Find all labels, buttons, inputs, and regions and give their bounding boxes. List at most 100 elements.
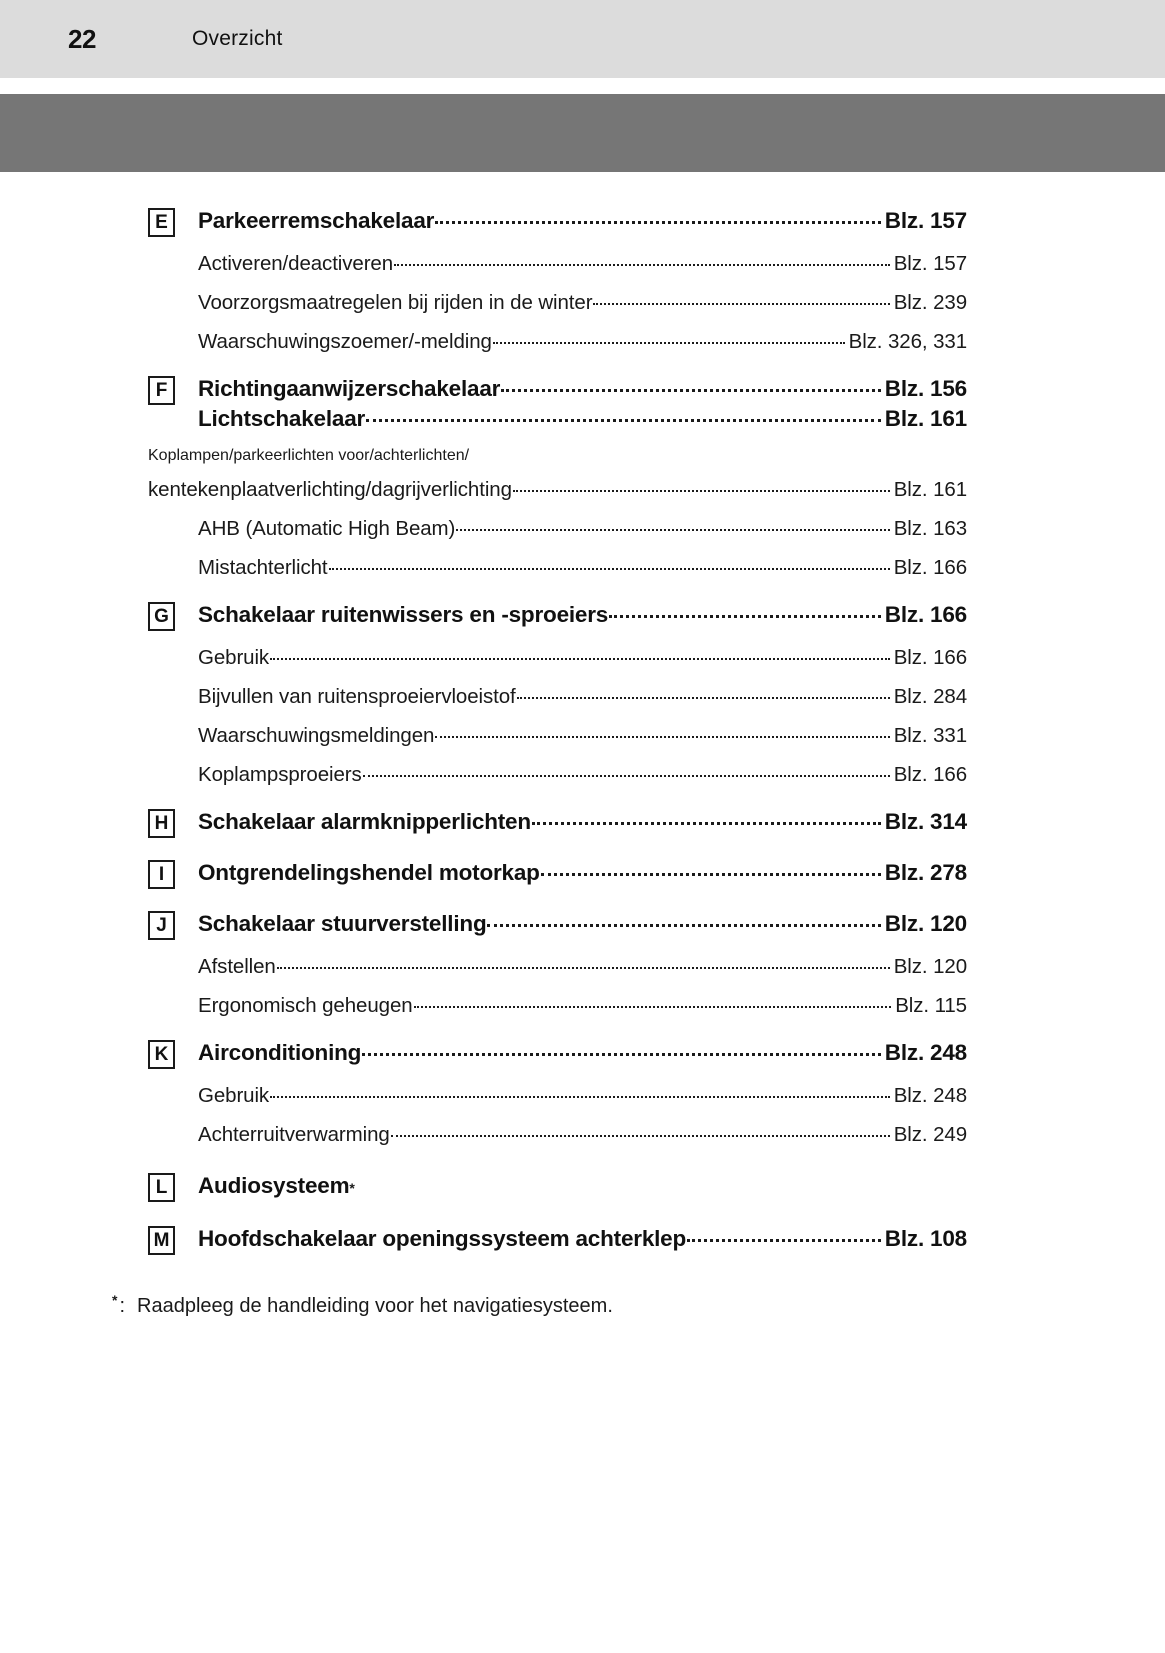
toc-page-ref: Blz. 115 bbox=[895, 994, 967, 1017]
toc-page-ref: Blz. 163 bbox=[893, 517, 967, 540]
toc-entry: Waarschuwingsmeldingen Blz. 331 bbox=[198, 724, 967, 748]
toc-entry: Hoofdschakelaar openingssysteem achterkl… bbox=[198, 1226, 967, 1252]
dot-leader bbox=[413, 1006, 892, 1008]
toc-entry: Koplampen/parkeerlichten voor/achterlich… bbox=[148, 447, 967, 502]
toc-entry: Ontgrendelingshendel motorkap Blz. 278 bbox=[198, 860, 967, 886]
toc-row-major[interactable]: H Schakelaar alarmknipperlichten Blz. 31… bbox=[0, 809, 1165, 838]
letter-marker-h: H bbox=[148, 809, 175, 838]
letter-marker-f: F bbox=[148, 376, 175, 405]
toc-entry: Schakelaar stuurverstelling Blz. 120 bbox=[198, 911, 967, 937]
toc-page-ref: Blz. 166 bbox=[893, 556, 967, 579]
toc-page-ref: Blz. 248 bbox=[884, 1040, 967, 1065]
marker-slot: J bbox=[148, 911, 198, 940]
marker-slot: L bbox=[148, 1173, 198, 1202]
section-accent-band bbox=[0, 94, 1165, 172]
toc-row-major[interactable]: G Schakelaar ruitenwissers en -sproeiers… bbox=[0, 602, 1165, 631]
dot-leader bbox=[531, 822, 881, 825]
dot-leader bbox=[366, 419, 881, 422]
toc-entry-label: Airconditioning bbox=[198, 1040, 362, 1065]
toc-row-sub[interactable]: Afstellen Blz. 120 bbox=[0, 955, 1165, 979]
toc-page-ref: Blz. 108 bbox=[884, 1226, 967, 1251]
toc-page-ref: Blz. 166 bbox=[884, 602, 967, 627]
toc-row-sub[interactable]: Bijvullen van ruitensproeiervloeistof Bl… bbox=[0, 685, 1165, 709]
toc-page-ref: Blz. 248 bbox=[893, 1084, 967, 1107]
toc-entry: Waarschuwingszoemer/-melding Blz. 326, 3… bbox=[198, 330, 967, 354]
page-number: 22 bbox=[68, 24, 96, 54]
marker-slot: E bbox=[148, 208, 198, 237]
toc-entry: Voorzorgsmaatregelen bij rijden in de wi… bbox=[198, 291, 967, 315]
toc-entry-label: Lichtschakelaar bbox=[198, 406, 366, 431]
toc-page-ref: Blz. 239 bbox=[893, 291, 967, 314]
dot-leader bbox=[270, 658, 890, 660]
toc-row-sub[interactable]: Ergonomisch geheugen Blz. 115 bbox=[0, 994, 1165, 1018]
table-of-contents: E Parkeerremschakelaar Blz. 157 Activere… bbox=[0, 186, 1165, 1255]
letter-marker-j: J bbox=[148, 911, 175, 940]
toc-row-sub[interactable]: Activeren/deactiveren Blz. 157 bbox=[0, 252, 1165, 276]
toc-row-sub[interactable]: Koplampsproeiers Blz. 166 bbox=[0, 763, 1165, 787]
toc-entry-label: AHB (Automatic High Beam) bbox=[198, 517, 456, 540]
toc-row-sub[interactable]: Achterruitverwarming Blz. 249 bbox=[0, 1123, 1165, 1147]
toc-row-sub[interactable]: Mistachterlicht Blz. 166 bbox=[0, 556, 1165, 580]
toc-entry: Koplampsproeiers Blz. 166 bbox=[198, 763, 967, 787]
toc-row-major[interactable]: M Hoofdschakelaar openingssysteem achter… bbox=[0, 1226, 1165, 1255]
dot-leader bbox=[390, 1135, 890, 1137]
toc-entry: Audiosysteem * bbox=[198, 1173, 355, 1198]
toc-entry-label: Schakelaar stuurverstelling bbox=[198, 911, 487, 936]
toc-entry: Gebruik Blz. 166 bbox=[198, 646, 967, 670]
toc-entry-label: kentekenplaatverlichting/dagrijverlichti… bbox=[148, 478, 512, 501]
toc-entry-label: Mistachterlicht bbox=[198, 556, 328, 579]
footnote: * : Raadpleeg de handleiding voor het na… bbox=[112, 1292, 613, 1318]
toc-row-major[interactable]: F Richtingaanwijzerschakelaar Blz. 156 bbox=[0, 376, 1165, 405]
toc-row-major[interactable]: I Ontgrendelingshendel motorkap Blz. 278 bbox=[0, 860, 1165, 889]
toc-entry: Ergonomisch geheugen Blz. 115 bbox=[198, 994, 967, 1018]
toc-entry-label: Gebruik bbox=[198, 1084, 270, 1107]
toc-row-major[interactable]: Lichtschakelaar Blz. 161 bbox=[0, 406, 1165, 432]
toc-page-ref: Blz. 314 bbox=[884, 809, 967, 834]
toc-entry: Airconditioning Blz. 248 bbox=[198, 1040, 967, 1066]
marker-slot: M bbox=[148, 1226, 198, 1255]
dot-leader bbox=[512, 490, 890, 492]
toc-row-sub[interactable]: Voorzorgsmaatregelen bij rijden in de wi… bbox=[0, 291, 1165, 315]
toc-page-ref: Blz. 156 bbox=[884, 376, 967, 401]
toc-entry-label: Afstellen bbox=[198, 955, 276, 978]
toc-page-ref: Blz. 120 bbox=[893, 955, 967, 978]
toc-entry: Mistachterlicht Blz. 166 bbox=[198, 556, 967, 580]
toc-entry: Schakelaar alarmknipperlichten Blz. 314 bbox=[198, 809, 967, 835]
toc-entry-label: Parkeerremschakelaar bbox=[198, 208, 435, 233]
marker-slot: I bbox=[148, 860, 198, 889]
toc-row-major[interactable]: E Parkeerremschakelaar Blz. 157 bbox=[0, 208, 1165, 237]
letter-marker-e: E bbox=[148, 208, 175, 237]
toc-row-major[interactable]: K Airconditioning Blz. 248 bbox=[0, 1040, 1165, 1069]
toc-row-sub[interactable]: Gebruik Blz. 248 bbox=[0, 1084, 1165, 1108]
letter-marker-i: I bbox=[148, 860, 175, 889]
toc-page-ref: Blz. 278 bbox=[884, 860, 967, 885]
letter-marker-l: L bbox=[148, 1173, 175, 1202]
toc-entry-label: Hoofdschakelaar openingssysteem achterkl… bbox=[198, 1226, 687, 1251]
toc-entry-label: Ontgrendelingshendel motorkap bbox=[198, 860, 540, 885]
toc-entry-label: Activeren/deactiveren bbox=[198, 252, 394, 275]
dot-leader bbox=[270, 1096, 890, 1098]
letter-marker-g: G bbox=[148, 602, 175, 631]
toc-entry: Parkeerremschakelaar Blz. 157 bbox=[198, 208, 967, 234]
toc-entry: Richtingaanwijzerschakelaar Blz. 156 bbox=[198, 376, 967, 402]
toc-row-major[interactable]: J Schakelaar stuurverstelling Blz. 120 bbox=[0, 911, 1165, 940]
toc-entry-label: Achterruitverwarming bbox=[198, 1123, 390, 1146]
dot-leader bbox=[540, 873, 881, 876]
toc-entry-label: Schakelaar alarmknipperlichten bbox=[198, 809, 531, 834]
dot-leader bbox=[593, 303, 890, 305]
toc-row-sub[interactable]: Koplampen/parkeerlichten voor/achterlich… bbox=[0, 447, 1165, 502]
toc-page-ref: Blz. 331 bbox=[893, 724, 967, 747]
toc-row-major[interactable]: L Audiosysteem * bbox=[0, 1173, 1165, 1202]
toc-row-sub[interactable]: Gebruik Blz. 166 bbox=[0, 646, 1165, 670]
marker-slot: F bbox=[148, 376, 198, 405]
toc-row-sub[interactable]: AHB (Automatic High Beam) Blz. 163 bbox=[0, 517, 1165, 541]
footnote-mark: * bbox=[112, 1292, 118, 1308]
marker-slot: G bbox=[148, 602, 198, 631]
toc-page-ref: Blz. 166 bbox=[893, 763, 967, 786]
dot-leader bbox=[435, 221, 881, 224]
toc-row-sub[interactable]: Waarschuwingszoemer/-melding Blz. 326, 3… bbox=[0, 330, 1165, 354]
dot-leader bbox=[501, 389, 881, 392]
dot-leader bbox=[362, 1053, 881, 1056]
toc-entry-label: Schakelaar ruitenwissers en -sproeiers bbox=[198, 602, 609, 627]
toc-row-sub[interactable]: Waarschuwingsmeldingen Blz. 331 bbox=[0, 724, 1165, 748]
